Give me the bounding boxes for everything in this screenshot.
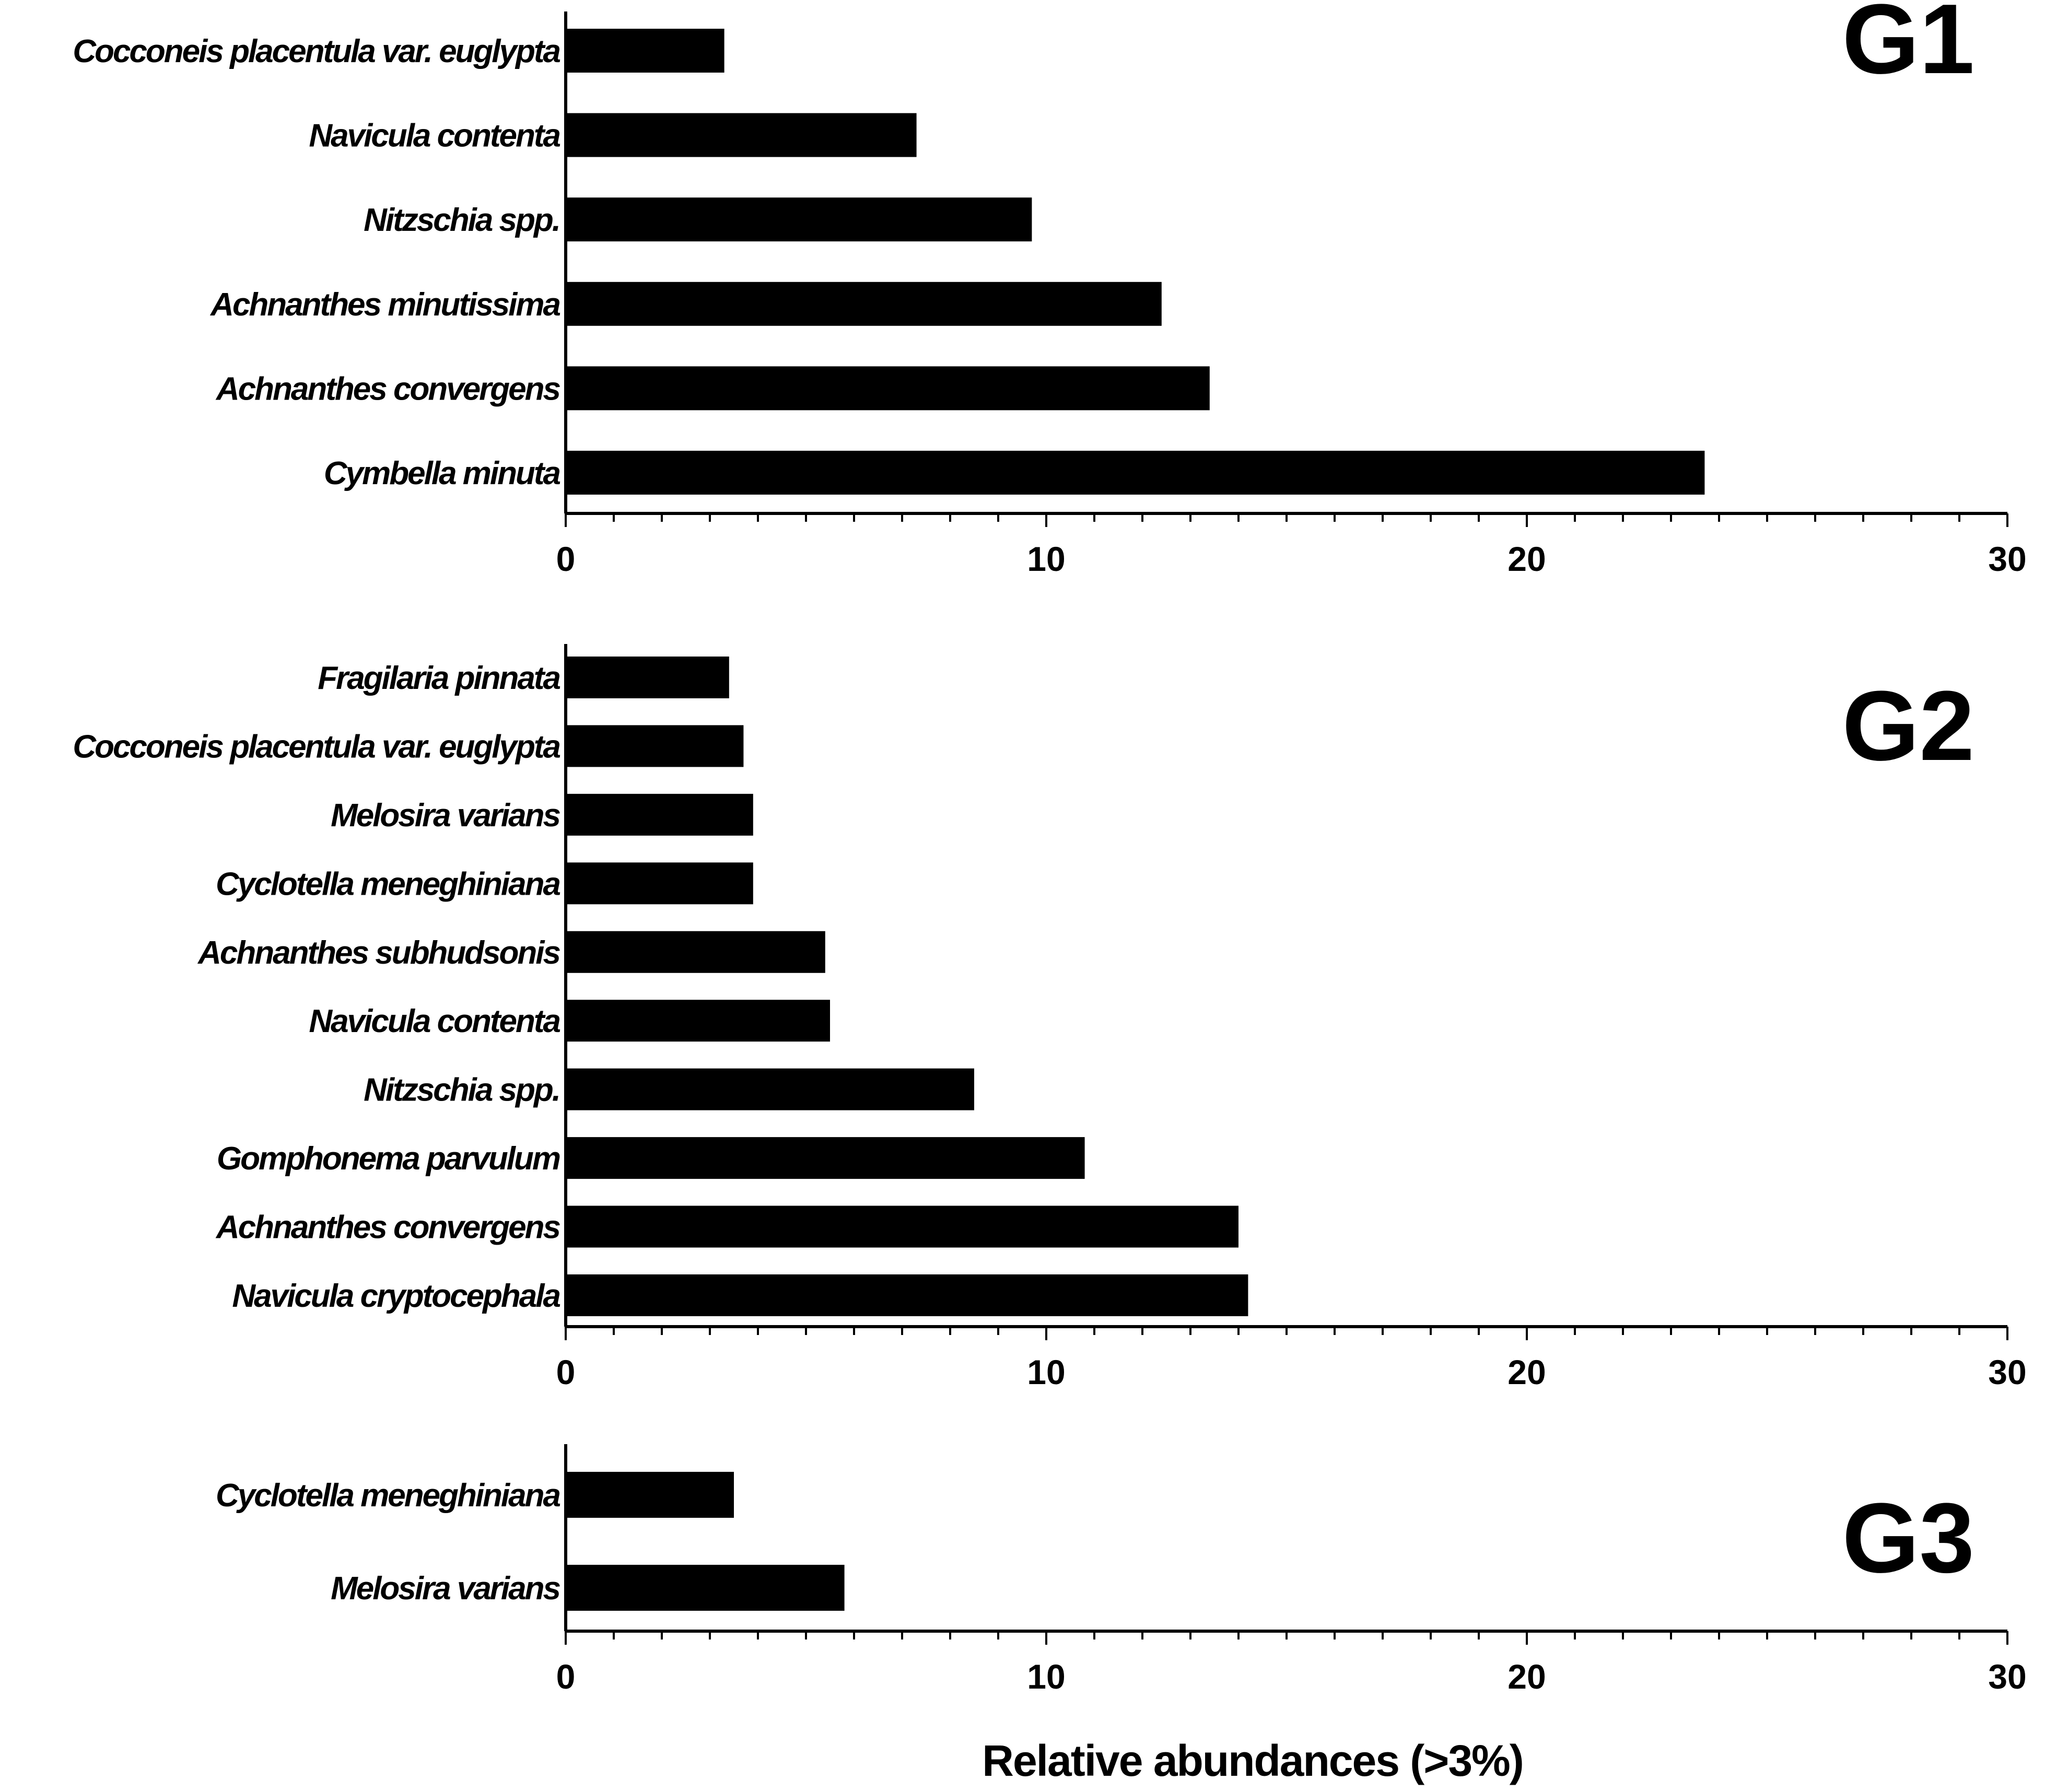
category-label: Navicula cryptocephala xyxy=(232,1278,560,1314)
panel-g1: 0 10 20 30 Cocconeis placentula var. euglypt… xyxy=(73,0,2026,578)
panel-label: G2 xyxy=(1842,671,1974,781)
panel-label: G1 xyxy=(1842,0,1974,95)
category-label: Cocconeis placentula var. euglypta xyxy=(73,729,560,765)
bar xyxy=(566,862,753,905)
category-label: Nitzschia spp. xyxy=(364,1072,559,1108)
category-label: Achnanthes convergens xyxy=(215,371,560,407)
x-tick-label: 10 xyxy=(1027,1353,1065,1391)
bar xyxy=(566,1068,974,1110)
bar xyxy=(566,1000,830,1042)
category-label: Navicula contenta xyxy=(309,118,560,154)
category-label: Melosira varians xyxy=(331,798,560,834)
x-tick-label: 30 xyxy=(1988,1657,2026,1696)
category-label: Achnanthes subhudsonis xyxy=(197,935,560,971)
x-tick-label: 0 xyxy=(556,1657,576,1696)
bar xyxy=(566,725,744,767)
x-tick-label: 20 xyxy=(1508,540,1546,578)
x-tick-label: 10 xyxy=(1027,540,1065,578)
category-label: Gomphonema parvulum xyxy=(217,1141,560,1177)
category-label: Cocconeis placentula var. euglypta xyxy=(73,33,560,69)
panels: 0 10 20 30 Cocconeis placentula var. euglypt… xyxy=(73,0,2026,1696)
x-tick-label: 0 xyxy=(556,540,576,578)
x-tick-label: 0 xyxy=(556,1353,576,1391)
category-label: Navicula contenta xyxy=(309,1003,560,1039)
bar xyxy=(566,1472,734,1518)
panel-g2: 0 10 20 30 Fragilaria pinnata Cocconeis place… xyxy=(73,644,2027,1391)
category-label: Achnanthes convergens xyxy=(215,1210,560,1246)
category-label: Nitzschia spp. xyxy=(364,202,559,238)
category-label: Fragilaria pinnata xyxy=(318,660,560,696)
x-tick-label: 30 xyxy=(1988,1353,2026,1391)
bar xyxy=(566,657,729,698)
bar xyxy=(566,931,825,973)
bar xyxy=(566,366,1210,411)
bar xyxy=(566,793,753,836)
x-axis-title: Relative abundances (>3%) xyxy=(982,1736,1523,1785)
bar xyxy=(566,1565,845,1611)
bar xyxy=(566,113,917,157)
panel-label: G3 xyxy=(1842,1483,1974,1594)
bar xyxy=(566,1274,1248,1316)
bar xyxy=(566,451,1705,495)
category-label: Cyclotella meneghiniana xyxy=(216,866,560,902)
x-tick-label: 10 xyxy=(1027,1657,1065,1696)
x-tick-label: 30 xyxy=(1988,540,2026,578)
x-tick-label: 20 xyxy=(1508,1657,1546,1696)
bar xyxy=(566,282,1162,326)
bar xyxy=(566,1137,1085,1179)
bar xyxy=(566,29,724,73)
category-label: Cymbella minuta xyxy=(324,455,560,491)
category-label: Cyclotella meneghiniana xyxy=(216,1478,560,1514)
bar xyxy=(566,1205,1238,1248)
category-label: Melosira varians xyxy=(331,1571,560,1607)
category-label: Achnanthes minutissima xyxy=(209,287,560,323)
bar xyxy=(566,197,1032,242)
x-tick-label: 20 xyxy=(1508,1353,1546,1391)
panel-g3: 0 10 20 30 Cyclotella meneghiniana Melosira v… xyxy=(216,1444,2027,1696)
